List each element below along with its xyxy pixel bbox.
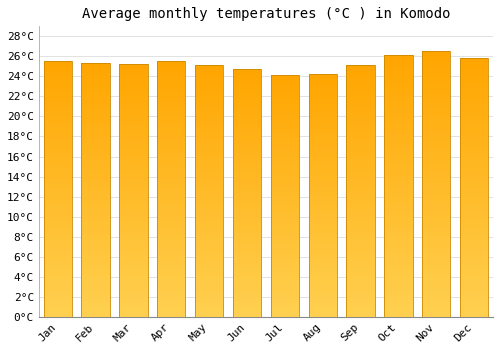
Bar — [422, 51, 450, 317]
Bar — [82, 63, 110, 317]
Bar — [157, 61, 186, 317]
Bar — [195, 65, 224, 317]
Bar — [44, 61, 72, 317]
Bar — [346, 65, 375, 317]
Bar — [270, 75, 299, 317]
Bar — [119, 64, 148, 317]
Bar — [233, 69, 261, 317]
Bar — [308, 74, 337, 317]
Bar — [384, 55, 412, 317]
Title: Average monthly temperatures (°C ) in Komodo: Average monthly temperatures (°C ) in Ko… — [82, 7, 450, 21]
Bar — [460, 58, 488, 317]
